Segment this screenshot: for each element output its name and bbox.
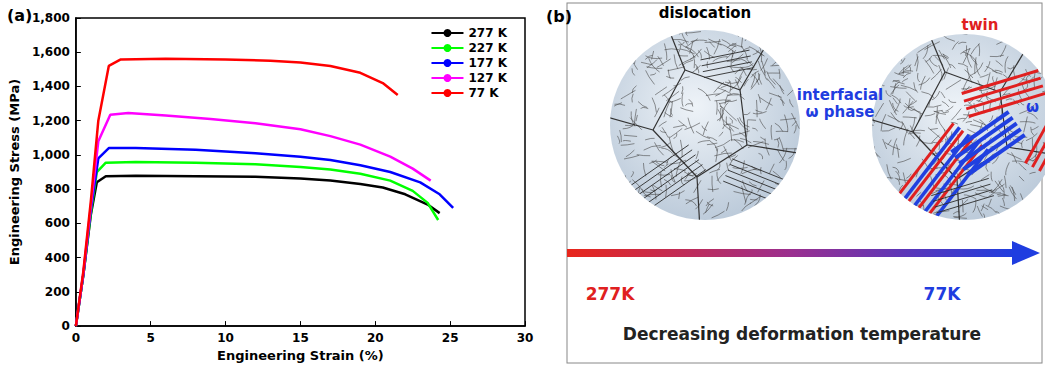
svg-text:15: 15 — [292, 331, 309, 345]
svg-text:800: 800 — [45, 182, 70, 196]
svg-text:Decreasing deformation tempera: Decreasing deformation temperature — [623, 324, 981, 344]
svg-text:(b): (b) — [546, 7, 572, 26]
svg-text:30: 30 — [517, 331, 534, 345]
svg-text:400: 400 — [45, 251, 70, 265]
svg-text:10: 10 — [217, 331, 234, 345]
svg-text:77 K: 77 K — [468, 86, 499, 100]
svg-text:277K: 277K — [586, 284, 635, 304]
svg-text:200: 200 — [45, 285, 70, 299]
svg-text:177 K: 177 K — [468, 56, 507, 70]
svg-text:1,200: 1,200 — [32, 114, 70, 128]
svg-text:5: 5 — [147, 331, 155, 345]
svg-text:25: 25 — [442, 331, 459, 345]
svg-text:77K: 77K — [924, 284, 962, 304]
svg-text:ω: ω — [1026, 98, 1039, 116]
svg-text:600: 600 — [45, 216, 70, 230]
svg-text:dislocation: dislocation — [659, 4, 752, 22]
svg-text:1,400: 1,400 — [32, 79, 70, 93]
svg-text:interfacial: interfacial — [797, 86, 884, 104]
svg-text:20: 20 — [367, 331, 384, 345]
svg-text:127 K: 127 K — [468, 71, 507, 85]
svg-text:(a): (a) — [7, 6, 32, 25]
svg-text:0: 0 — [61, 319, 69, 333]
svg-text:1,800: 1,800 — [32, 11, 70, 25]
svg-text:twin: twin — [962, 16, 999, 34]
svg-text:277 K: 277 K — [468, 26, 507, 40]
svg-text:ω phase: ω phase — [806, 103, 875, 121]
svg-text:1,600: 1,600 — [32, 45, 70, 59]
svg-text:Engineering Stress (MPa): Engineering Stress (MPa) — [7, 79, 22, 265]
svg-text:227 K: 227 K — [468, 41, 507, 55]
svg-text:Engineering Strain (%): Engineering Strain (%) — [217, 348, 384, 363]
svg-text:0: 0 — [72, 331, 80, 345]
svg-text:1,000: 1,000 — [32, 148, 70, 162]
